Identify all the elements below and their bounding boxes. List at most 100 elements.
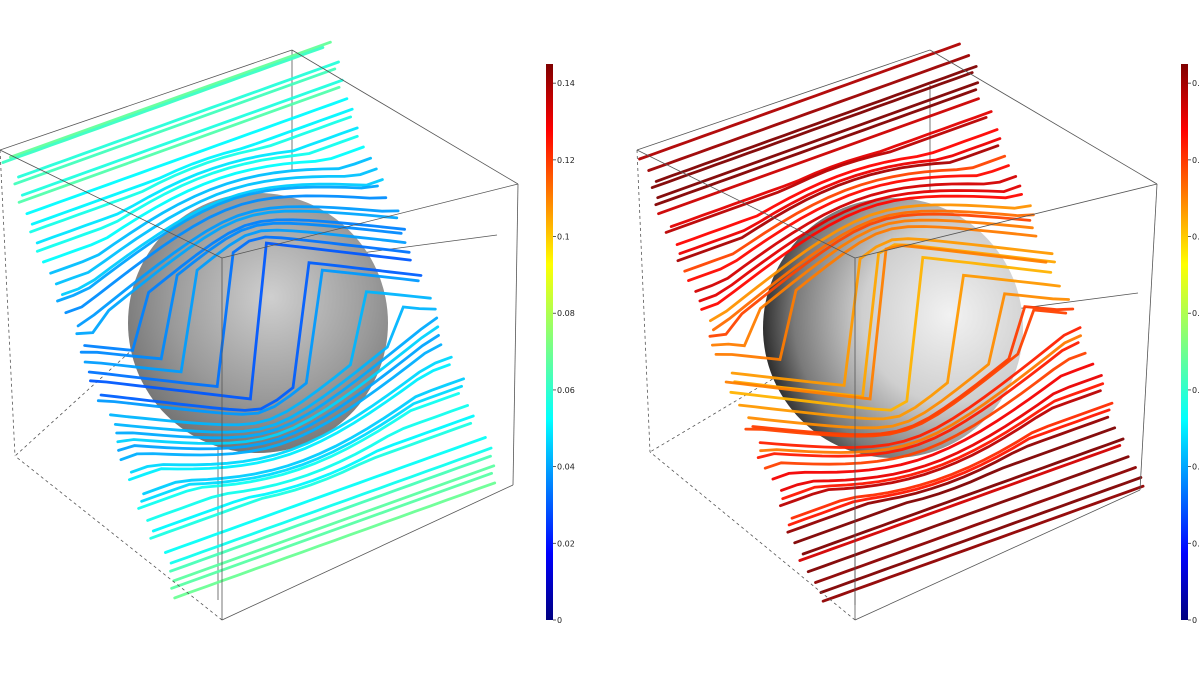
streamline	[756, 341, 1080, 459]
streamline	[169, 454, 492, 573]
streamline	[164, 436, 487, 554]
left-colorbar-tick-label: 0.04	[557, 463, 575, 472]
streamline	[801, 437, 1125, 556]
streamline	[109, 290, 432, 427]
streamline	[638, 42, 961, 161]
streamline	[814, 466, 1137, 584]
streamline	[79, 221, 403, 361]
streamline	[56, 184, 379, 303]
left-colorbar-tick-label: 0.12	[557, 156, 575, 165]
streamline	[821, 484, 1145, 603]
streamline	[89, 241, 412, 401]
left-colorbar-tick-label: 0.14	[557, 79, 575, 88]
right-colorbar-ticks: 0 0. 0. 0. 0. 0. 0. 0.1	[1188, 79, 1200, 625]
streamline	[787, 408, 1111, 527]
streamline	[76, 205, 400, 328]
streamline	[780, 374, 1103, 492]
streamline	[170, 471, 493, 590]
streamline	[759, 334, 1082, 454]
streamline	[129, 355, 453, 474]
streamline	[119, 343, 443, 462]
right-colorbar-tick-label: 0.	[1192, 156, 1200, 165]
streamline	[650, 71, 974, 189]
streamline	[712, 209, 1035, 332]
streamline	[698, 184, 1022, 303]
streamline	[654, 88, 978, 207]
right-colorbar-tick-label: 0.	[1192, 463, 1200, 472]
streamline	[806, 455, 1130, 574]
streamline	[771, 362, 1095, 481]
streamline	[9, 40, 332, 159]
streamline	[675, 128, 999, 246]
streamline	[128, 363, 451, 482]
left-colorbar-tick-label: 0.08	[557, 309, 575, 318]
streamline	[647, 54, 971, 172]
right-box-front-edges	[636, 49, 1158, 621]
streamline	[738, 273, 1061, 421]
streamline	[96, 268, 420, 416]
streamline	[678, 137, 1002, 255]
left-colorbar-tick-label: 0.02	[557, 539, 575, 548]
streamline	[793, 426, 1117, 545]
streamline	[708, 212, 1032, 338]
streamline	[709, 203, 1032, 323]
right-panel: 0 0. 0. 0. 0. 0. 0. 0.1	[636, 42, 1200, 625]
streamline	[113, 305, 437, 434]
streamline	[779, 389, 1102, 508]
streamline	[142, 377, 465, 496]
streamline	[17, 85, 341, 204]
left-colorbar-tick-label: 0	[557, 616, 562, 625]
streamline	[694, 175, 1018, 293]
streamline	[140, 384, 463, 503]
streamline	[13, 67, 337, 186]
streamline	[747, 292, 1070, 430]
streamline	[781, 382, 1105, 501]
streamline	[149, 421, 473, 540]
streamline	[729, 255, 1053, 412]
streamline	[30, 107, 354, 226]
streamline	[115, 316, 439, 440]
streamline	[714, 225, 1038, 362]
left-colorbar	[546, 64, 553, 620]
streamline	[61, 178, 384, 296]
streamline	[169, 446, 493, 565]
streamline	[798, 444, 1122, 562]
streamline	[654, 65, 978, 183]
right-colorbar-tick-label: 0.	[1192, 386, 1200, 395]
streamline	[64, 194, 388, 315]
streamline	[724, 244, 1048, 401]
left-colorbar-ticks: 0 0.02 0.04 0.06 0.08 0.1 0.12 0.14	[553, 79, 575, 625]
streamline	[730, 237, 1054, 387]
streamline	[676, 144, 1000, 263]
streamline	[35, 134, 359, 253]
streamline	[146, 404, 469, 522]
streamline	[1, 46, 325, 164]
streamline	[75, 209, 399, 336]
right-colorbar-tick-label: 0.	[1192, 233, 1200, 242]
streamline	[83, 228, 407, 374]
streamline	[819, 476, 1143, 594]
streamline	[35, 126, 359, 245]
streamline	[83, 218, 406, 352]
streamline	[656, 81, 980, 200]
left-panel: 0 0.02 0.04 0.06 0.08 0.1 0.12 0.14	[0, 40, 575, 625]
streamline	[151, 414, 475, 533]
right-colorbar-tick-label: 0.1	[1192, 79, 1200, 88]
streamline	[54, 167, 378, 286]
streamline	[87, 235, 411, 389]
streamline	[664, 116, 988, 234]
streamline	[790, 401, 1114, 520]
streamline	[744, 308, 1068, 438]
streamline	[137, 392, 460, 510]
streamline	[172, 464, 496, 583]
streamline	[683, 154, 1007, 273]
streamline	[786, 415, 1110, 534]
streamline	[99, 261, 423, 412]
right-colorbar-tick-label: 0	[1192, 616, 1197, 625]
streamline	[173, 481, 497, 600]
streamline	[117, 334, 440, 452]
streamline	[20, 78, 344, 197]
right-colorbar	[1181, 64, 1188, 620]
streamline	[657, 97, 980, 216]
